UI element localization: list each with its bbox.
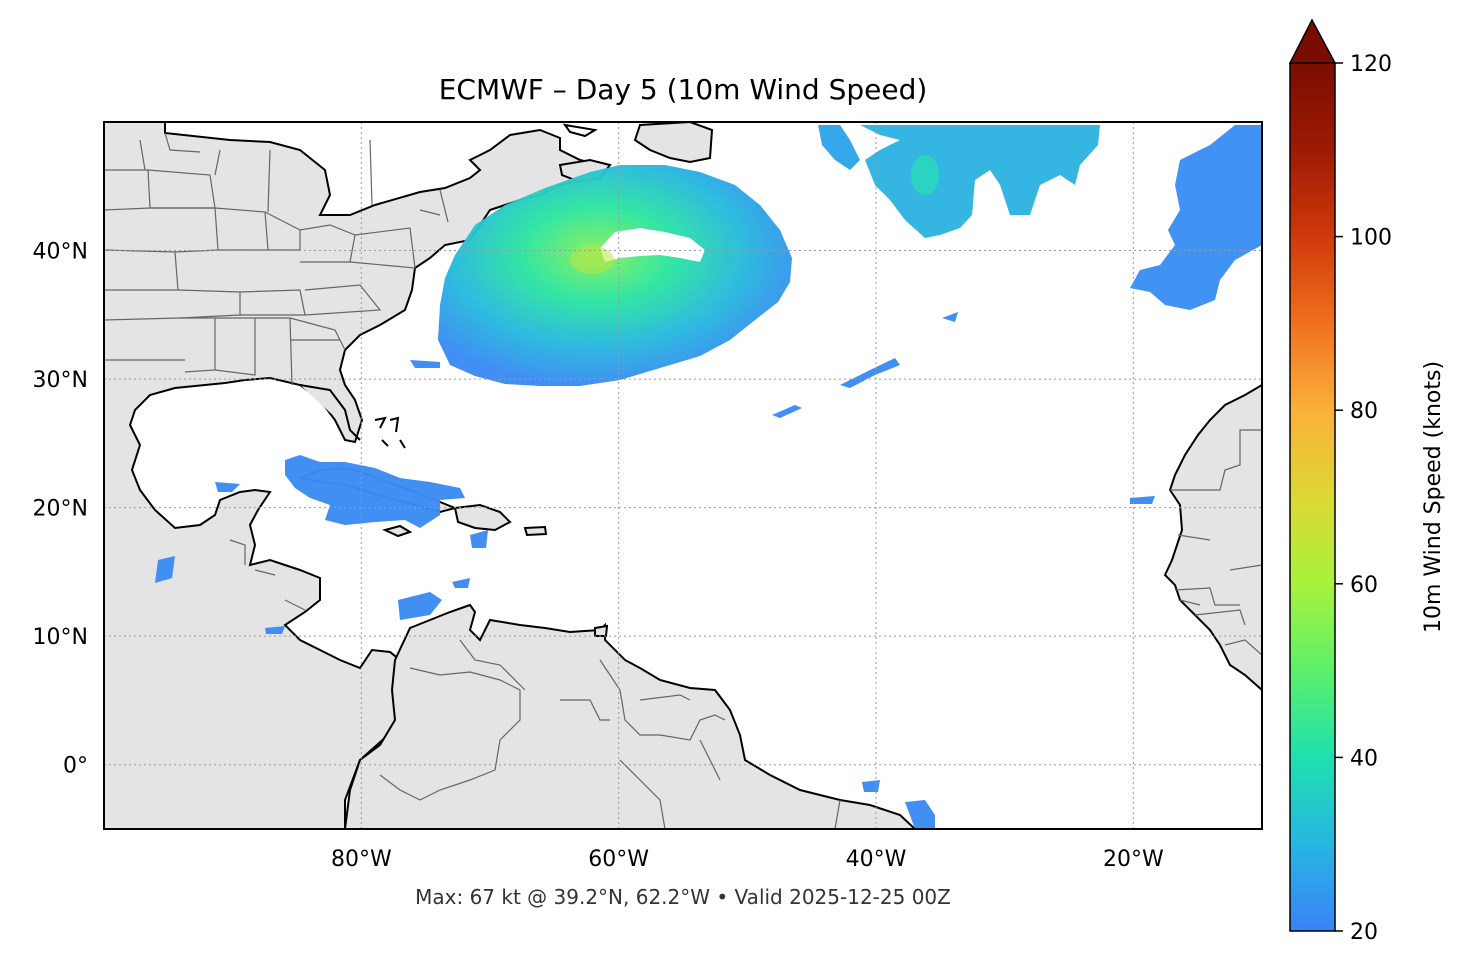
northeast-wind-patch xyxy=(1130,125,1262,310)
map-gridlines xyxy=(104,122,1262,829)
wind-patch-small xyxy=(1130,496,1155,504)
lat-tick-label: 10°N xyxy=(33,625,88,650)
lon-tick-label: 80°W xyxy=(331,847,392,872)
colorbar-ticks: 120 100 80 60 40 20 xyxy=(1335,52,1392,945)
lat-tick-label: 40°N xyxy=(33,240,88,265)
political-borders xyxy=(104,132,1262,829)
colorbar-tick-label: 100 xyxy=(1350,226,1392,251)
wind-patch-small xyxy=(862,780,880,792)
map-frame xyxy=(103,121,1263,830)
colorbar-extend-arrow xyxy=(1288,18,1337,64)
colorbar-tick-label: 20 xyxy=(1350,920,1378,945)
wind-patch-small xyxy=(840,358,900,388)
wind-patch-small xyxy=(905,800,935,829)
puerto-rico-land xyxy=(523,525,548,537)
north-wind-core xyxy=(911,155,939,195)
caribbean-wind-patch xyxy=(285,455,465,528)
east-coast-detail xyxy=(299,384,361,441)
map-area xyxy=(104,122,1262,829)
colorbar: 120 100 80 60 40 20 10m Wind Speed (knots) xyxy=(1288,18,1446,945)
colorbar-tick-label: 80 xyxy=(1350,399,1378,424)
wind-patch-small xyxy=(772,405,802,418)
bahamas-land xyxy=(374,416,406,449)
lat-tick-label: 20°N xyxy=(33,497,88,522)
lon-tick-label: 60°W xyxy=(588,847,649,872)
colorbar-tick-label: 60 xyxy=(1350,573,1378,598)
north-wind-patch-2 xyxy=(860,125,1100,238)
colorbar-gradient xyxy=(1289,62,1336,932)
caribbean-wind-patch xyxy=(470,530,488,548)
wind-patch-small xyxy=(398,592,442,620)
north-america-land xyxy=(104,122,602,829)
max-wind-core xyxy=(570,246,614,274)
wind-patch-small xyxy=(155,556,175,583)
pei-land xyxy=(562,123,598,138)
storm-calm-center xyxy=(600,228,705,262)
wind-patch-small xyxy=(215,482,240,492)
colorbar-label: 10m Wind Speed (knots) xyxy=(1421,361,1446,633)
storm-wind-area xyxy=(438,165,792,386)
north-wind-patch-1 xyxy=(818,125,860,170)
wind-patch-small xyxy=(410,360,440,368)
max-wind-footer: Max: 67 kt @ 39.2°N, 62.2°W • Valid 2025… xyxy=(415,885,951,909)
map-title: ECMWF – Day 5 (10m Wind Speed) xyxy=(439,73,928,106)
lon-tick-label: 40°W xyxy=(846,847,907,872)
africa-land xyxy=(1163,383,1262,692)
wind-patch-small xyxy=(452,578,470,588)
wind-speed-field xyxy=(155,125,1262,829)
hispaniola-land xyxy=(453,503,512,532)
newfoundland-land xyxy=(633,122,714,164)
wind-patch-small xyxy=(265,626,285,634)
colorbar-tick-label: 40 xyxy=(1350,746,1378,771)
lat-tick-label: 0° xyxy=(63,754,88,779)
trinidad-land xyxy=(594,624,609,637)
lon-tick-label: 20°W xyxy=(1103,847,1164,872)
colorbar-tick-label: 120 xyxy=(1350,52,1392,77)
latitude-axis: 40°N 30°N 20°N 10°N 0° xyxy=(33,240,88,779)
jamaica-land xyxy=(382,524,413,538)
lat-tick-label: 30°N xyxy=(33,368,88,393)
wind-patch-small xyxy=(942,312,958,322)
longitude-axis: 80°W 60°W 40°W 20°W xyxy=(331,847,1164,872)
